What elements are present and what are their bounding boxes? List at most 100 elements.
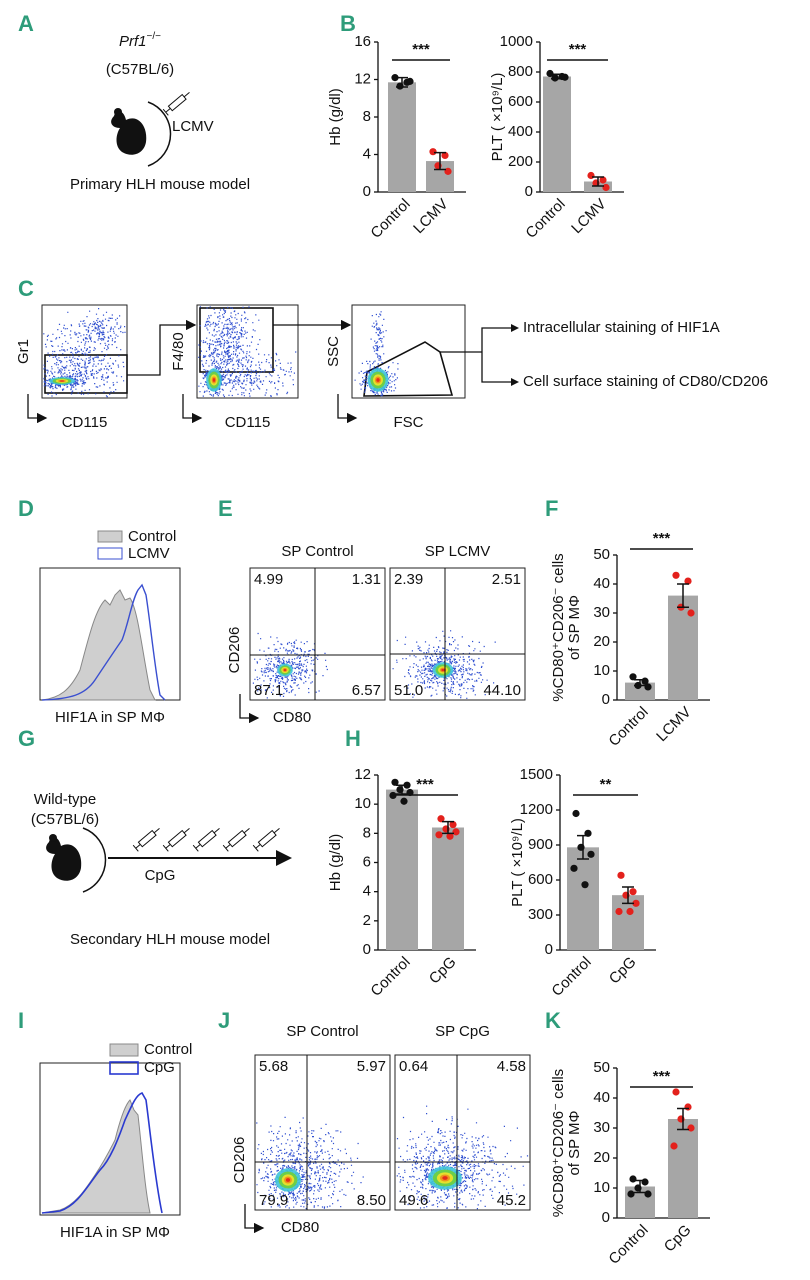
quadrant-percent: 49.6 <box>399 1192 428 1209</box>
y-axis-label: %CD80⁺CD206⁻ cells <box>550 553 567 701</box>
panel-letter: H <box>345 726 361 751</box>
y-tick-label: 8 <box>363 824 371 841</box>
cell-events <box>252 632 328 699</box>
y-tick-label: 40 <box>593 1089 610 1106</box>
error-bar <box>677 583 689 608</box>
density-core <box>283 668 287 672</box>
x-tick-label: LCMV <box>410 196 451 237</box>
data-point <box>615 907 623 916</box>
significance: *** <box>416 776 434 793</box>
data-point <box>391 74 399 82</box>
treated-histogram <box>41 583 166 701</box>
data-point <box>632 899 640 907</box>
legend-swatch <box>109 1061 139 1075</box>
data-point <box>572 809 580 818</box>
x-tick-label: Control <box>548 954 594 1000</box>
data-point <box>684 577 692 585</box>
y-axis-label: CD206 <box>226 627 243 674</box>
data-point <box>441 151 449 160</box>
syringe-needle <box>252 827 280 852</box>
quadrant-percent: 5.97 <box>357 1058 386 1075</box>
error-bar <box>634 1179 646 1194</box>
treatment-label: CpG <box>145 867 176 884</box>
x-tick-label: CpG <box>426 954 460 988</box>
syringe-icon <box>222 827 250 852</box>
quadrant-percent: 6.57 <box>352 682 381 699</box>
cell-events <box>396 1105 529 1210</box>
panel-letter: I <box>18 1008 24 1033</box>
data-point <box>687 1124 695 1132</box>
syringe-icon <box>162 91 190 116</box>
genotype: −/− <box>147 31 162 42</box>
y-tick-label: 200 <box>508 153 533 170</box>
model-caption: Primary HLH mouse model <box>70 176 250 193</box>
cell-events <box>43 308 126 398</box>
panel-letter: J <box>218 1008 230 1033</box>
syringe-barrel <box>257 829 277 848</box>
error-bar <box>622 886 634 905</box>
quadrant-percent: 2.51 <box>492 571 521 588</box>
plot-title: SP Control <box>281 543 353 560</box>
x-tick-label: Control <box>605 704 651 750</box>
arrow <box>127 319 197 376</box>
y-tick-label: 8 <box>363 108 371 125</box>
plot-title: SP LCMV <box>425 543 491 560</box>
flow-plot <box>254 1054 391 1211</box>
y-axis-label: F4/80 <box>170 332 187 370</box>
y-tick-label: 10 <box>593 662 610 679</box>
outcome: Intracellular staining of HIF1A <box>523 319 720 336</box>
data-point <box>644 683 652 691</box>
quadrant-percent: 4.99 <box>254 571 283 588</box>
bar <box>567 847 599 950</box>
flow-plot <box>249 567 386 701</box>
axis-arrow <box>182 394 203 424</box>
panel-letter: A <box>18 11 34 36</box>
x-tick-label: Control <box>522 196 568 242</box>
y-tick-label: 4 <box>363 883 371 900</box>
data-point <box>452 828 460 836</box>
quadrant-percent: 87.1 <box>254 682 283 699</box>
data-point <box>672 1088 680 1096</box>
y-tick-label: 0 <box>525 183 533 200</box>
bar <box>388 82 416 192</box>
syringe-icon <box>252 827 280 852</box>
data-point <box>437 815 445 823</box>
y-tick-label: 20 <box>593 1149 610 1166</box>
syringe-icon <box>162 827 190 852</box>
y-tick-label: 1500 <box>520 766 553 783</box>
data-point <box>599 176 607 184</box>
legend-swatch <box>97 530 123 543</box>
x-tick-label: Control <box>367 196 413 242</box>
y-axis-label: Hb (g/dl) <box>327 834 344 892</box>
quadrant-percent: 44.10 <box>483 682 521 699</box>
syringe-barrel <box>227 829 247 848</box>
axis-arrow <box>337 394 358 424</box>
mouse-icon <box>46 827 107 893</box>
quadrant-percent: 51.0 <box>394 682 423 699</box>
legend-label: CpG <box>144 1059 175 1076</box>
plot-title: SP Control <box>286 1023 358 1040</box>
bar <box>432 827 464 950</box>
x-tick-label: LCMV <box>568 196 609 237</box>
y-axis-label: Gr1 <box>15 339 32 364</box>
error-bar <box>442 820 454 835</box>
significance: *** <box>569 41 587 58</box>
treated-histogram <box>41 1092 163 1214</box>
syringe-needle <box>192 827 220 852</box>
cell-events <box>256 1116 364 1210</box>
x-axis-label: CD115 <box>62 414 108 431</box>
y-tick-label: 10 <box>593 1179 610 1196</box>
significance: *** <box>653 530 671 547</box>
bar <box>668 1119 698 1218</box>
y-tick-label: 30 <box>593 1119 610 1136</box>
y-tick-label: 30 <box>593 604 610 621</box>
y-tick-label: 0 <box>363 941 371 958</box>
quadrant-percent: 4.58 <box>497 1058 526 1075</box>
y-tick-label: 0 <box>602 1209 610 1226</box>
data-point <box>627 1190 635 1198</box>
y-tick-label: 12 <box>354 766 371 783</box>
y-axis-label: of SP MΦ <box>566 1110 583 1175</box>
y-tick-label: 800 <box>508 63 533 80</box>
error-bar <box>396 76 408 88</box>
flow-plot <box>389 567 526 701</box>
